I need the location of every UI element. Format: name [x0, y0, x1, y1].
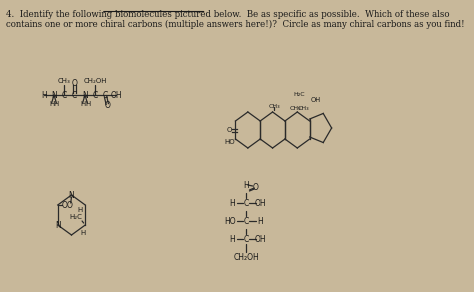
Text: H: H — [85, 101, 91, 107]
Text: H: H — [80, 230, 85, 236]
Text: 4.  Identify the following biomolecules pictured below.  Be as specific as possi: 4. Identify the following biomolecules p… — [6, 10, 450, 19]
Text: N: N — [82, 91, 88, 100]
Text: OH: OH — [255, 234, 266, 244]
Text: O: O — [61, 201, 67, 209]
Text: OH: OH — [110, 91, 122, 100]
Text: CH₃: CH₃ — [298, 105, 310, 110]
Text: N: N — [55, 220, 61, 230]
Text: CH₃: CH₃ — [58, 78, 71, 84]
Text: H: H — [54, 101, 59, 107]
Text: CH₃: CH₃ — [290, 105, 301, 110]
Text: H: H — [229, 234, 235, 244]
Text: C: C — [244, 199, 249, 208]
Text: N: N — [51, 91, 57, 100]
Text: N: N — [69, 190, 74, 199]
Text: H: H — [243, 180, 249, 190]
Text: HO: HO — [225, 216, 236, 225]
Text: H: H — [78, 207, 83, 213]
Text: O: O — [72, 79, 78, 88]
Text: C: C — [103, 91, 108, 100]
Text: C: C — [244, 216, 249, 225]
Text: O: O — [253, 182, 259, 192]
Text: C: C — [62, 91, 67, 100]
Text: O: O — [227, 127, 232, 133]
Text: C: C — [244, 234, 249, 244]
Text: CH₂OH: CH₂OH — [233, 253, 259, 262]
Text: H: H — [258, 216, 264, 225]
Text: OH: OH — [310, 97, 320, 103]
Text: C: C — [93, 91, 98, 100]
Text: H: H — [229, 199, 235, 208]
Text: O: O — [104, 100, 110, 110]
Text: H: H — [80, 101, 85, 107]
Text: H₂C: H₂C — [69, 214, 82, 220]
Text: OH: OH — [255, 199, 266, 208]
Text: O: O — [67, 201, 73, 209]
Text: HO: HO — [224, 139, 235, 145]
Text: C: C — [72, 91, 77, 100]
Text: CH₂OH: CH₂OH — [83, 78, 107, 84]
Text: H: H — [41, 91, 46, 100]
Text: CH₃: CH₃ — [268, 103, 280, 109]
Text: H₂C: H₂C — [293, 93, 305, 98]
Text: H: H — [49, 101, 54, 107]
Text: contains one or more chiral carbons (multiple answers here!)?  Circle as many ch: contains one or more chiral carbons (mul… — [6, 20, 465, 29]
